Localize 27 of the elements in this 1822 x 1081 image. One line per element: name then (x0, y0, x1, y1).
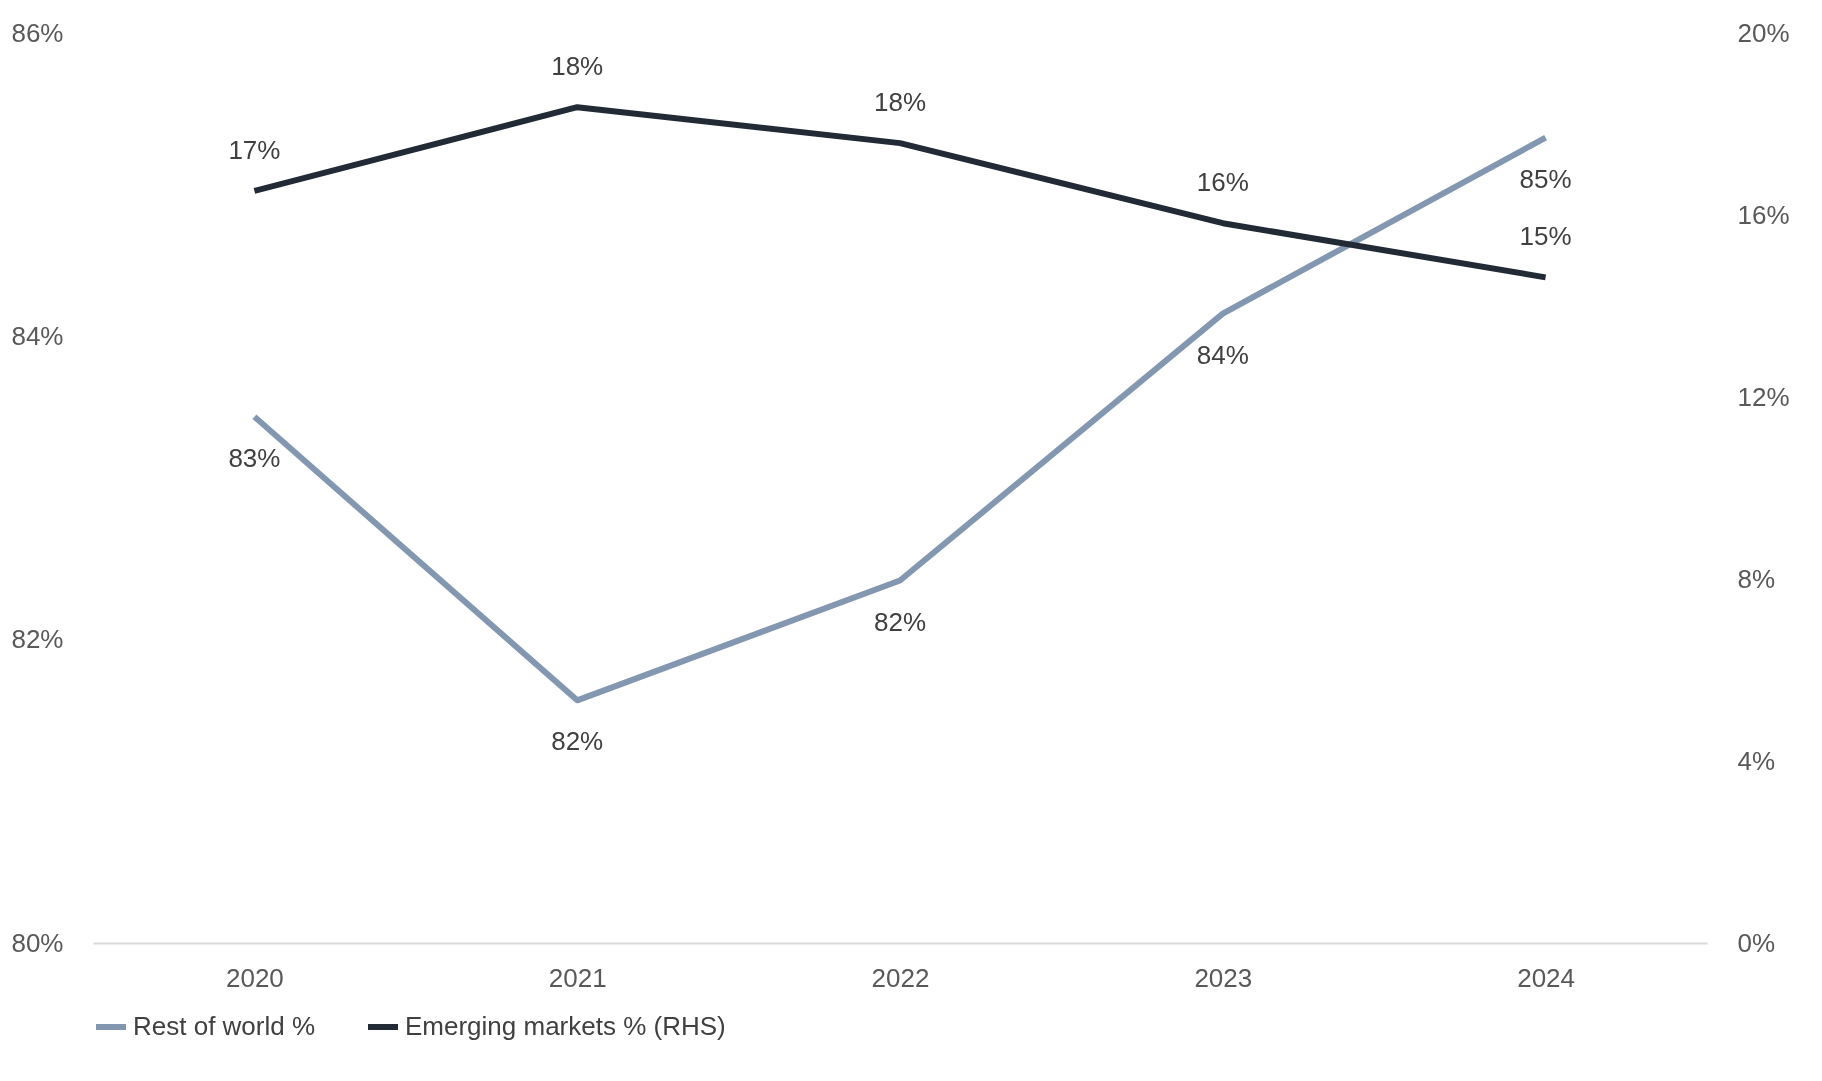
y2-tick-label: 0% (1737, 927, 1776, 958)
y-tick-label: 82% (11, 624, 64, 655)
legend-label: Rest of world % (133, 1011, 316, 1041)
legend-label: Emerging markets % (RHS) (405, 1011, 726, 1041)
y-tick-label: 84% (11, 320, 64, 351)
x-tick-label: 2020 (225, 962, 284, 993)
y2-tick-label: 4% (1737, 745, 1776, 776)
x-tick-label: 2024 (1517, 962, 1576, 993)
y2-tick-label: 16% (1737, 199, 1790, 230)
data-label: 16% (1196, 167, 1249, 198)
x-tick-label: 2021 (548, 962, 607, 993)
data-label: 18% (873, 87, 927, 118)
data-label: 82% (551, 726, 604, 757)
data-label: 83% (228, 442, 281, 473)
y-tick-label: 86% (11, 17, 64, 48)
data-label: 17% (228, 134, 281, 165)
data-label: 85% (1519, 163, 1572, 194)
y2-tick-label: 8% (1737, 563, 1776, 594)
y-tick-label: 80% (11, 927, 64, 958)
y2-tick-label: 12% (1737, 381, 1790, 412)
data-label: 84% (1196, 339, 1249, 370)
x-tick-label: 2022 (871, 962, 930, 993)
data-label: 82% (873, 606, 927, 637)
x-tick-label: 2023 (1194, 962, 1253, 993)
data-label: 15% (1519, 221, 1572, 252)
data-label: 18% (551, 51, 604, 82)
y2-tick-label: 20% (1737, 17, 1790, 48)
